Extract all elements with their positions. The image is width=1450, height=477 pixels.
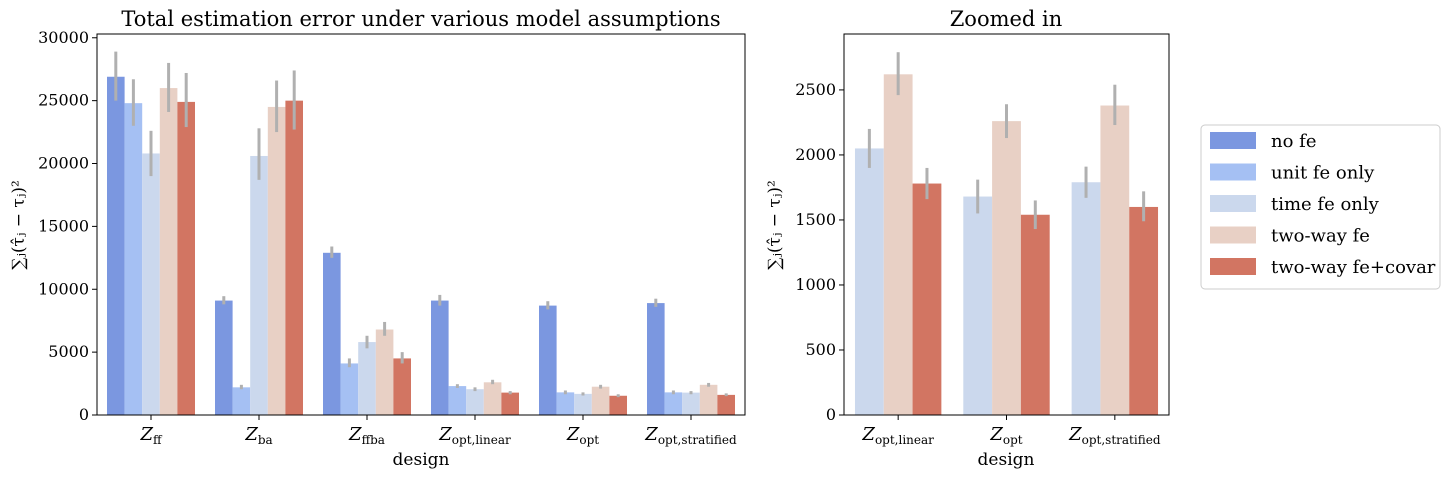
main-bar	[699, 384, 718, 415]
main-x-tick-label: Zba	[244, 424, 272, 447]
zoom-x-tick-label: Zopt,stratified	[1068, 424, 1161, 447]
legend-swatch	[1210, 226, 1256, 244]
zoom-bar	[963, 196, 993, 415]
zoom-bar	[1020, 214, 1050, 415]
main-bar	[232, 387, 251, 415]
main-bar	[556, 392, 575, 415]
main-bar	[107, 76, 125, 415]
main-chart-title: Total estimation error under various mod…	[121, 7, 720, 31]
main-bar	[539, 305, 557, 415]
main-y-tick-label: 20000	[38, 154, 89, 173]
main-bar	[448, 386, 467, 415]
legend-swatch	[1210, 132, 1256, 149]
main-bar	[483, 382, 502, 415]
zoom-bar	[912, 183, 942, 415]
main-bar	[340, 363, 359, 415]
main-bars	[107, 76, 735, 416]
main-x-axis-label: design	[393, 450, 450, 470]
main-bar	[466, 389, 484, 415]
zoom-x-tick-label: Zopt	[989, 424, 1022, 447]
main-x-tick-label: Zffba	[348, 424, 385, 447]
main-bar	[250, 155, 268, 416]
main-bar	[215, 300, 233, 415]
legend-swatch	[1210, 195, 1256, 212]
zoom-y-tick-label: 2000	[795, 145, 836, 164]
legend-label: two-way fe	[1271, 226, 1370, 247]
zoom-y-axis-label: ∑ⱼ(τ̂ⱼ − τⱼ)²	[765, 180, 785, 270]
zoom-bars	[854, 74, 1159, 415]
main-y-tick-label: 10000	[38, 279, 89, 298]
legend-label: two-way fe+covar	[1271, 257, 1436, 278]
main-bar	[142, 153, 160, 415]
legend-swatch	[1210, 258, 1256, 275]
main-bar	[717, 394, 735, 415]
zoom-y-tick-label: 500	[805, 340, 836, 359]
main-y-tick-label: 5000	[48, 342, 89, 361]
main-bar	[431, 300, 449, 415]
main-chart-panel: Total estimation error under various mod…	[9, 7, 746, 470]
main-bar	[124, 103, 143, 415]
main-bar	[574, 393, 592, 415]
zoom-bar	[992, 121, 1021, 415]
main-bar	[591, 386, 610, 415]
main-y-tick-label: 15000	[38, 216, 89, 235]
zoom-y-tick-label: 2500	[795, 80, 836, 99]
main-y-tick-label: 30000	[38, 28, 89, 47]
zoom-bar	[854, 148, 884, 415]
main-bar	[177, 101, 195, 415]
main-bar	[358, 342, 376, 415]
legend-label: time fe only	[1271, 194, 1380, 215]
main-bar	[375, 329, 394, 415]
zoom-x-axis-label: design	[978, 450, 1035, 470]
main-bar	[285, 100, 303, 416]
main-bar	[393, 358, 411, 415]
main-y-axis: 0 5000 10000 15000 20000 25000 30000	[38, 28, 97, 424]
zoom-x-tick-label: Zopt,linear	[861, 424, 934, 447]
main-error-bars	[114, 51, 728, 398]
main-x-tick-label: Zopt,linear	[438, 424, 511, 447]
main-y-tick-label: 25000	[38, 91, 89, 110]
main-bar	[501, 392, 519, 415]
main-y-axis-label: ∑ⱼ(τ̂ⱼ − τⱼ)²	[9, 180, 29, 270]
zoom-y-tick-label: 0	[826, 405, 836, 424]
main-x-tick-label: Zopt	[566, 424, 599, 447]
main-y-tick-label: 0	[79, 405, 89, 424]
main-bar	[267, 106, 286, 415]
legend: no fe unit fe only time fe only two-way fe t…	[1200, 124, 1441, 290]
main-plot-frame	[96, 33, 746, 416]
zoom-y-axis: 0 500 1000 1500 2000 2500	[795, 80, 844, 424]
main-x-axis: Zff Zba Zffba Zopt,linear Zopt Zopt,stratifie…	[139, 415, 737, 447]
main-bar	[159, 88, 178, 415]
zoom-chart-title: Zoomed in	[950, 7, 1063, 31]
main-bar	[609, 395, 627, 415]
legend-frame	[1200, 124, 1441, 290]
legend-swatch	[1210, 163, 1256, 181]
zoom-error-bars	[867, 52, 1146, 230]
main-x-tick-label: Zff	[139, 424, 163, 447]
zoom-x-axis: Zopt,linear Zopt Zopt,stratified	[861, 415, 1161, 447]
zoom-bar	[883, 74, 913, 415]
main-bar	[682, 392, 700, 415]
main-bar	[664, 392, 683, 415]
zoom-bar	[1071, 182, 1101, 415]
legend-label: no fe	[1271, 131, 1316, 152]
main-bar	[323, 252, 341, 415]
zoom-y-tick-label: 1000	[795, 275, 836, 294]
main-bar	[647, 303, 665, 415]
main-x-tick-label: Zopt,stratified	[644, 424, 737, 447]
zoom-y-tick-label: 1500	[795, 210, 836, 229]
zoom-bar	[1129, 206, 1159, 415]
zoom-chart-panel: Zoomed in 0 500 1000 1500 2000 2500 Zopt,line…	[765, 7, 1170, 470]
legend-label: unit fe only	[1271, 163, 1375, 184]
zoom-bar	[1100, 105, 1130, 415]
